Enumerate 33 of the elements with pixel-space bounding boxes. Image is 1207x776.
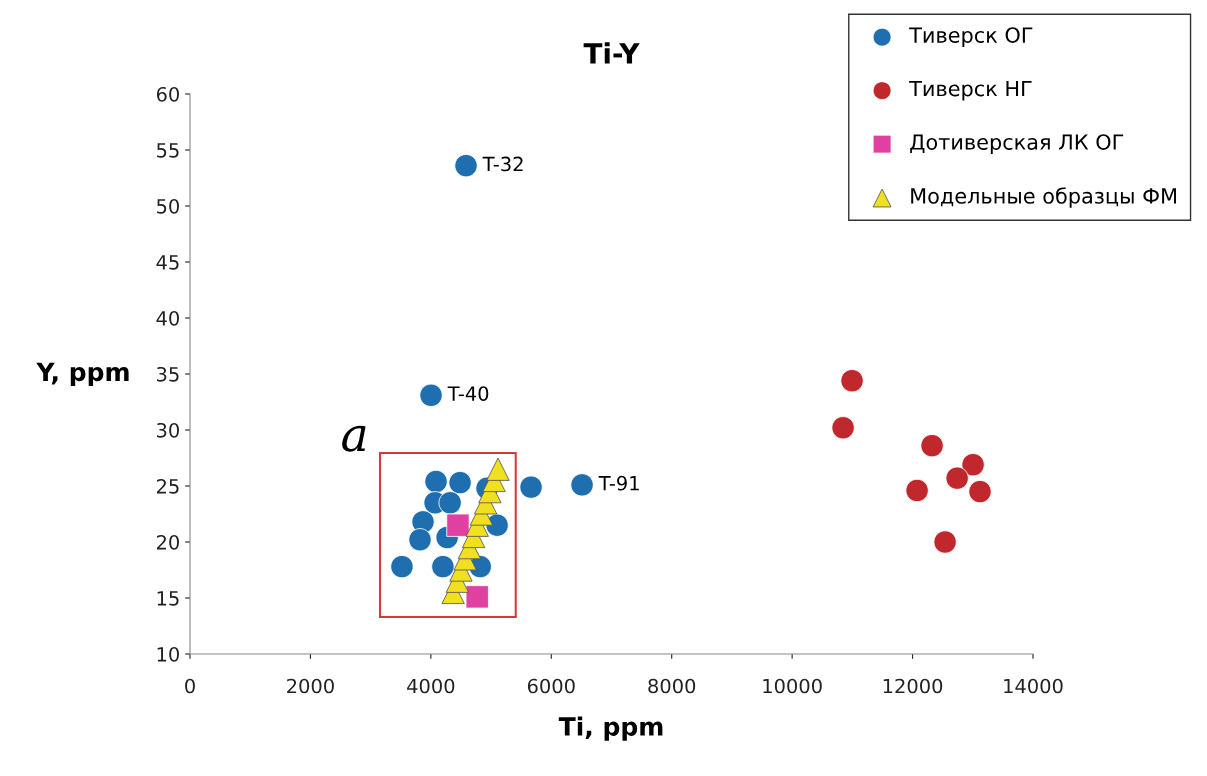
- y-tick-label: 55: [157, 143, 179, 158]
- x-tick-label: 12000: [883, 678, 943, 694]
- x-tick-label: 10000: [763, 678, 822, 694]
- annotation: T-32: [482, 156, 523, 172]
- y-tick-label: 15: [157, 591, 179, 606]
- y-tick-label: 40: [156, 310, 179, 326]
- annotation: T-40: [447, 386, 489, 401]
- y-tick-label: 30: [157, 422, 179, 438]
- legend-label: Тиверск НГ: [909, 80, 1032, 101]
- point: [933, 530, 957, 554]
- y-tick-label: 60: [156, 86, 179, 102]
- x-tick-label: 4000: [407, 678, 455, 694]
- x-axis-title: Ti, ppm: [558, 716, 663, 741]
- chart-title: Ti-Y: [583, 42, 640, 64]
- x-tick-label: 0: [185, 678, 195, 694]
- x-tick-label: 2000: [287, 678, 334, 694]
- legend-label: Тиверск ОГ: [909, 27, 1033, 47]
- annotation: T-91: [598, 475, 639, 491]
- y-tick-label: 10: [157, 646, 179, 662]
- x-tick-label: 6000: [527, 678, 575, 694]
- y-axis-title: Y, ppm: [36, 362, 129, 387]
- y-tick-label: 20: [156, 534, 179, 550]
- y-tick-label: 45: [156, 255, 179, 270]
- y-tick-label: 50: [157, 198, 179, 214]
- x-tick-label: 14000: [1004, 678, 1063, 694]
- x-tick-label: 8000: [648, 678, 696, 694]
- point: [945, 466, 969, 490]
- annotation: a: [342, 425, 366, 452]
- y-tick-label: 25: [156, 478, 179, 494]
- legend-label: Дотиверская ЛК ОГ: [910, 134, 1124, 154]
- point: [408, 528, 432, 552]
- y-tick-label: 35: [157, 366, 179, 382]
- legend-label: Модельные образцы ФМ: [911, 187, 1177, 208]
